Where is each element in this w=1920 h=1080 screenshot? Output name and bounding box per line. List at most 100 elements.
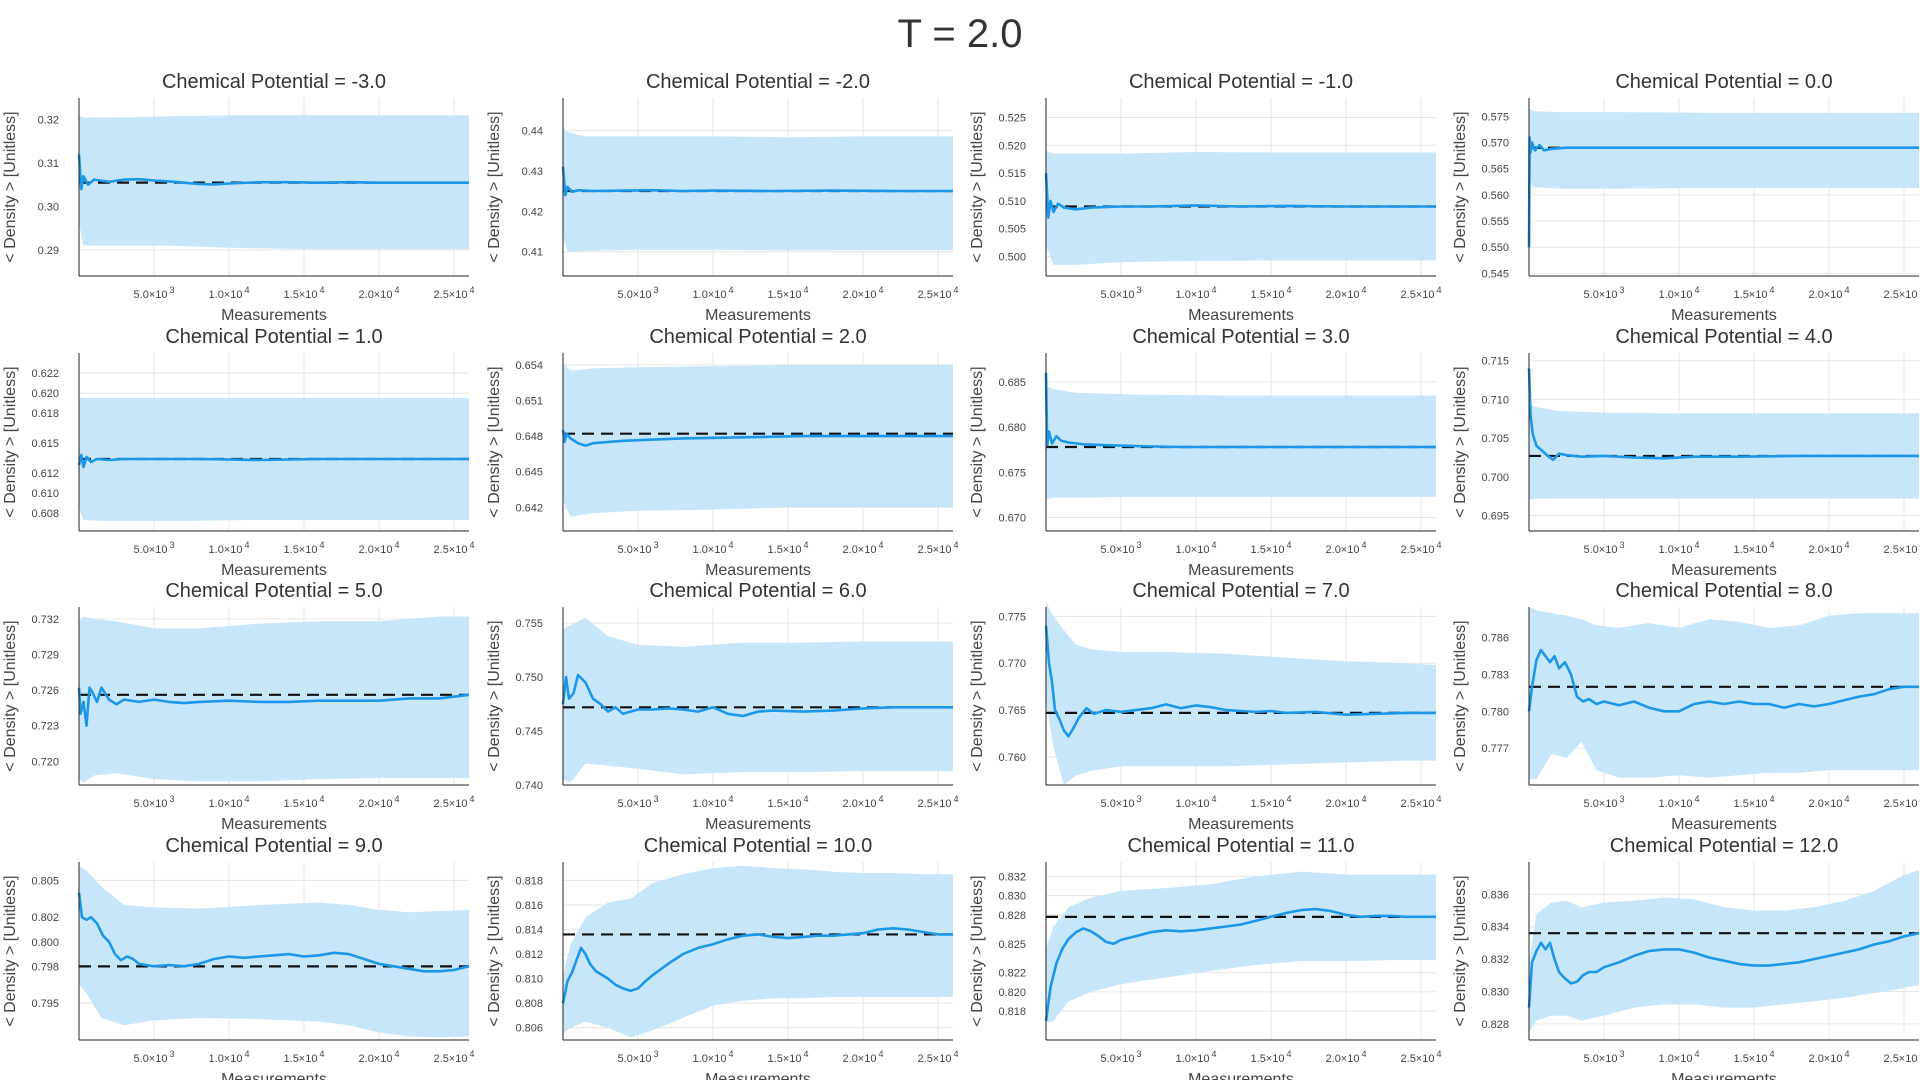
tick-mantissa: 1.0×10 xyxy=(209,798,243,810)
tick-exponent: 4 xyxy=(1844,285,1849,295)
x-tick-label: 2.0×10 4 xyxy=(1809,285,1850,301)
series-line xyxy=(1044,625,1436,738)
y-tick-label: 0.525 xyxy=(998,112,1026,124)
x-tick-label: 5.0×10 3 xyxy=(134,285,175,301)
y-tick-label: 0.745 xyxy=(515,726,543,738)
y-tick-label: 0.808 xyxy=(515,998,543,1010)
tick-exponent: 4 xyxy=(1769,540,1774,550)
y-tick-label: 0.608 xyxy=(31,508,59,520)
x-tick-label: 1.5×10 4 xyxy=(284,794,325,810)
tick-mantissa: 1.5×10 xyxy=(1734,289,1768,301)
y-tick-label: 0.710 xyxy=(1481,394,1509,406)
y-tick-label: 0.814 xyxy=(515,925,543,937)
tick-mantissa: 1.5×10 xyxy=(284,289,318,301)
tick-exponent: 4 xyxy=(953,285,958,295)
y-tick-label: 0.31 xyxy=(38,158,59,170)
x-axis-label: Measurements xyxy=(221,1071,327,1080)
tick-mantissa: 2.5×10 xyxy=(1401,798,1435,810)
y-tick-label: 0.500 xyxy=(998,252,1026,264)
tick-exponent: 3 xyxy=(1136,285,1141,295)
x-tick-label: 5.0×10 3 xyxy=(1584,794,1625,810)
y-tick-label: 0.550 xyxy=(1481,242,1509,254)
y-tick-label: 0.816 xyxy=(515,900,543,912)
y-tick-label: 0.645 xyxy=(515,467,543,479)
tick-mantissa: 2.0×10 xyxy=(359,798,393,810)
subplot: 5.0×1031.0×1041.5×1042.0×1042.5×1040.777… xyxy=(1452,580,1920,833)
tick-mantissa: 1.0×10 xyxy=(209,544,243,556)
tick-mantissa: 1.0×10 xyxy=(693,798,727,810)
x-tick-label: 2.5×104 xyxy=(1884,794,1920,810)
tick-exponent: 4 xyxy=(878,794,883,804)
confidence-band xyxy=(1529,870,1919,1032)
tick-exponent: 4 xyxy=(1844,540,1849,550)
series-line xyxy=(1527,136,1919,248)
x-tick-label: 5.0×10 3 xyxy=(134,540,175,556)
tick-mantissa: 2.5×10 xyxy=(918,798,952,810)
tick-exponent: 4 xyxy=(803,1049,808,1059)
tick-mantissa: 5.0×10 xyxy=(1101,798,1135,810)
y-tick-label: 0.29 xyxy=(38,245,59,257)
subplot-title: Chemical Potential = 8.0 xyxy=(1615,580,1832,602)
tick-exponent: 4 xyxy=(728,794,733,804)
tick-exponent: 3 xyxy=(1136,794,1141,804)
y-tick-label: 0.715 xyxy=(1481,356,1509,368)
subplot-title: Chemical Potential = 0.0 xyxy=(1615,71,1832,93)
tick-mantissa: 2.5×10 xyxy=(1401,1053,1435,1065)
tick-exponent: 4 xyxy=(728,285,733,295)
x-axis-label: Measurements xyxy=(1188,307,1294,324)
tick-exponent: 3 xyxy=(653,285,658,295)
tick-mantissa: 5.0×10 xyxy=(618,1053,652,1065)
y-axis-label: < Density > [Unitless] xyxy=(486,620,503,771)
y-tick-label: 0.612 xyxy=(31,468,59,480)
tick-mantissa: 5.0×10 xyxy=(1101,289,1135,301)
tick-mantissa: 2.0×10 xyxy=(1809,1053,1843,1065)
y-axis-label: < Density > [Unitless] xyxy=(2,620,19,771)
tick-exponent: 4 xyxy=(469,1049,474,1059)
tick-mantissa: 1.5×10 xyxy=(1251,289,1285,301)
subplot-title: Chemical Potential = 7.0 xyxy=(1132,580,1349,602)
x-tick-label: 1.0×10 4 xyxy=(209,1049,250,1065)
tick-exponent: 4 xyxy=(244,540,249,550)
subplot-title: Chemical Potential = 1.0 xyxy=(165,326,382,348)
y-tick-label: 0.670 xyxy=(998,512,1026,524)
y-tick-label: 0.775 xyxy=(998,611,1026,623)
y-tick-label: 0.575 xyxy=(1481,111,1509,123)
tick-mantissa: 2.0×10 xyxy=(1326,289,1360,301)
tick-mantissa: 5.0×10 xyxy=(134,798,168,810)
tick-exponent: 4 xyxy=(319,794,324,804)
x-tick-label: 1.5×10 4 xyxy=(284,540,325,556)
subplot: 5.0×10 3 1.0×10 4 1.5×10 4 2.0×10 4 2.5×10 40.740… xyxy=(486,580,958,833)
confidence-band xyxy=(1529,403,1919,500)
series-line xyxy=(1044,907,1436,1021)
y-tick-label: 0.836 xyxy=(1481,889,1509,901)
subplot-title: Chemical Potential = 12.0 xyxy=(1610,835,1838,857)
subplot-title: Chemical Potential = -2.0 xyxy=(646,71,870,93)
x-axis-label: Measurements xyxy=(705,562,811,579)
y-tick-label: 0.654 xyxy=(515,360,543,372)
subplot: 5.0×1031.0×1041.5×1042.0×1042.5×1040.828… xyxy=(1452,835,1920,1080)
tick-mantissa: 2.5×10 xyxy=(918,289,952,301)
y-tick-label: 0.800 xyxy=(31,937,59,949)
subplot-title: Chemical Potential = 5.0 xyxy=(165,580,382,602)
tick-mantissa: 2.0×10 xyxy=(359,1053,393,1065)
tick-exponent: 4 xyxy=(319,540,324,550)
series-line xyxy=(561,166,953,197)
tick-mantissa: 5.0×10 xyxy=(1584,289,1618,301)
confidence-band xyxy=(1046,871,1436,1023)
y-tick-label: 0.685 xyxy=(998,377,1026,389)
tick-mantissa: 2.0×10 xyxy=(1809,544,1843,556)
tick-exponent: 4 xyxy=(1286,285,1291,295)
tick-mantissa: 1.0×10 xyxy=(1659,1053,1693,1065)
y-tick-label: 0.783 xyxy=(1481,670,1509,682)
tick-exponent: 4 xyxy=(1769,794,1774,804)
series-line xyxy=(77,453,469,469)
y-axis-label: < Density > [Unitless] xyxy=(1452,111,1469,262)
tick-exponent: 4 xyxy=(1694,794,1699,804)
x-tick-label: 1.5×10 4 xyxy=(284,1049,325,1065)
subplot: 5.0×10 3 1.0×10 4 1.5×10 4 2.0×10 4 2.5×10 40.818… xyxy=(969,835,1441,1080)
